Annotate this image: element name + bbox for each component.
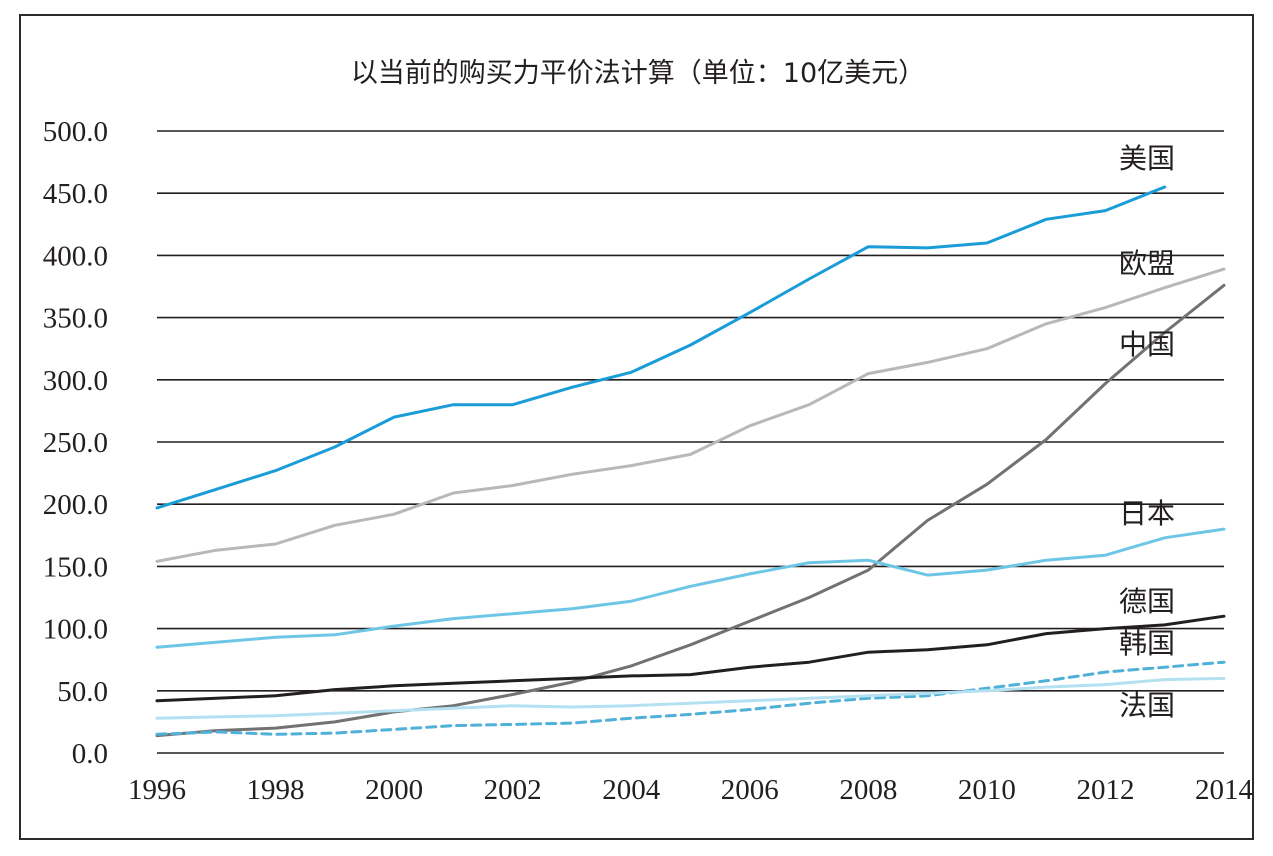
series-label-4: 德国 [1119,585,1175,618]
grid [157,130,1224,754]
x-tick-label: 2008 [839,774,897,806]
x-tick-label: 2006 [721,774,779,806]
y-tick-label: 0.0 [72,738,108,770]
series-line-2 [155,283,1226,738]
series-label-3: 日本 [1119,497,1175,530]
series-line-3 [155,527,1226,649]
x-axis: 1996 1998 2000 2002 2004 2006 2008 2010 2012 2014 [128,774,1254,806]
series-label-6: 法国 [1119,689,1175,722]
x-tick-label: 2014 [1195,774,1254,806]
y-axis: 500.0 450.0 400.0 350.0 300.0 250.0 200.0 150.0… [43,116,108,770]
x-tick-label: 2004 [602,774,661,806]
x-tick-label: 1996 [128,774,186,806]
series-line-0 [155,185,1167,510]
series-line-5 [155,660,1226,736]
y-tick-label: 300.0 [43,365,108,397]
x-tick-label: 2002 [484,774,542,806]
chart-frame: 以当前的购买力平价法计算（单位：10亿美元） 500.0 450.0 400.0 35… [19,14,1254,840]
y-tick-label: 400.0 [43,240,108,272]
series-line-1 [155,267,1226,563]
y-tick-label: 150.0 [43,551,108,583]
y-tick-label: 500.0 [43,116,108,148]
y-tick-label: 250.0 [43,427,108,459]
series-group [155,185,1226,738]
y-tick-label: 50.0 [57,676,108,708]
y-tick-label: 200.0 [43,489,108,521]
series-label-0: 美国 [1119,142,1175,175]
y-tick-label: 350.0 [43,303,108,335]
x-tick-label: 2000 [365,774,423,806]
x-tick-label: 1998 [247,774,305,806]
x-tick-label: 2010 [958,774,1016,806]
series-label-5: 韩国 [1119,627,1175,660]
series-line-4 [155,614,1226,703]
series-label-1: 欧盟 [1119,247,1175,280]
y-tick-label: 450.0 [43,178,108,210]
chart-title: 以当前的购买力平价法计算（单位：10亿美元） [351,58,925,89]
x-tick-label: 2012 [1076,774,1134,806]
series-line-6 [155,676,1226,720]
line-chart: 以当前的购买力平价法计算（单位：10亿美元） 500.0 450.0 400.0 35… [43,58,1254,806]
series-label-2: 中国 [1119,328,1175,361]
y-tick-label: 100.0 [43,614,108,646]
